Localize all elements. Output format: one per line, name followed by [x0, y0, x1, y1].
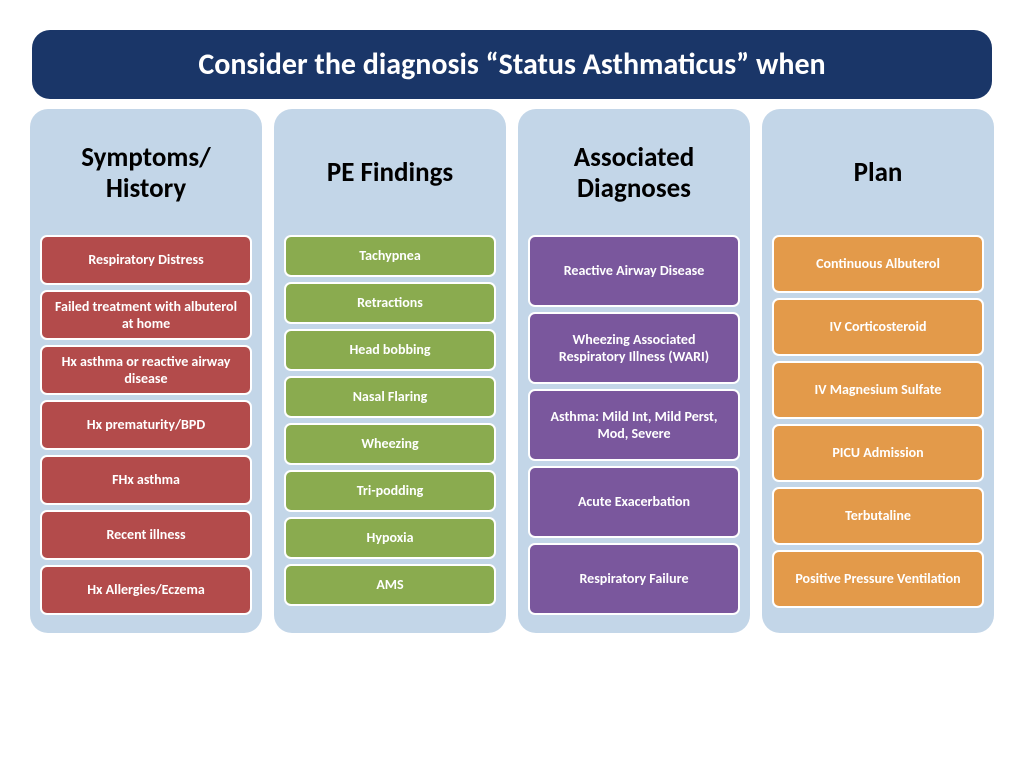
list-item: Hx prematurity/BPD [40, 400, 252, 450]
list-item: Respiratory Failure [528, 543, 740, 615]
list-item: Wheezing [284, 423, 496, 465]
list-item: Continuous Albuterol [772, 235, 984, 293]
column: PE Findings Tachypnea Retractions Head bobb… [274, 109, 506, 633]
list-item: Asthma: Mild Int, Mild Perst, Mod, Sever… [528, 389, 740, 461]
list-item: Positive Pressure Ventilation [772, 550, 984, 608]
column-header: Symptoms/ History [40, 123, 252, 223]
list-item: Reactive Airway Disease [528, 235, 740, 307]
list-item: IV Magnesium Sulfate [772, 361, 984, 419]
column: Symptoms/ History Respiratory DistressFai… [30, 109, 262, 633]
column-items: Respiratory DistressFailed treatment wit… [40, 235, 252, 615]
column-header: Associated Diagnoses [528, 123, 740, 223]
list-item: Hypoxia [284, 517, 496, 559]
list-item: Retractions [284, 282, 496, 324]
column-header: PE Findings [284, 123, 496, 223]
slide-container: Consider the diagnosis “Status Asthmatic… [0, 0, 1024, 653]
list-item: Acute Exacerbation [528, 466, 740, 538]
column-items: Continuous AlbuterolIV CorticosteroidIV … [772, 235, 984, 608]
list-item: Respiratory Distress [40, 235, 252, 285]
columns-row: Symptoms/ History Respiratory DistressFai… [20, 109, 1004, 633]
list-item: Tri-podding [284, 470, 496, 512]
column: Associated Diagnoses Reactive Airway Dise… [518, 109, 750, 633]
list-item: IV Corticosteroid [772, 298, 984, 356]
list-item: FHx asthma [40, 455, 252, 505]
list-item: PICU Admission [772, 424, 984, 482]
column-items: Reactive Airway DiseaseWheezing Associat… [528, 235, 740, 615]
list-item: Hx Allergies/Eczema [40, 565, 252, 615]
list-item: Wheezing Associated Respiratory Illness … [528, 312, 740, 384]
title-bar: Consider the diagnosis “Status Asthmatic… [32, 30, 992, 99]
list-item: Hx asthma or reactive airway disease [40, 345, 252, 395]
column-items: Tachypnea Retractions Head bobbing Nasal Fl… [284, 235, 496, 606]
column-header: Plan [772, 123, 984, 223]
list-item: Failed treatment with albuterol at home [40, 290, 252, 340]
column: Plan Continuous AlbuterolIV Corticosteroi… [762, 109, 994, 633]
list-item: Tachypnea [284, 235, 496, 277]
list-item: Recent illness [40, 510, 252, 560]
list-item: Nasal Flaring [284, 376, 496, 418]
list-item: AMS [284, 564, 496, 606]
list-item: Head bobbing [284, 329, 496, 371]
list-item: Terbutaline [772, 487, 984, 545]
